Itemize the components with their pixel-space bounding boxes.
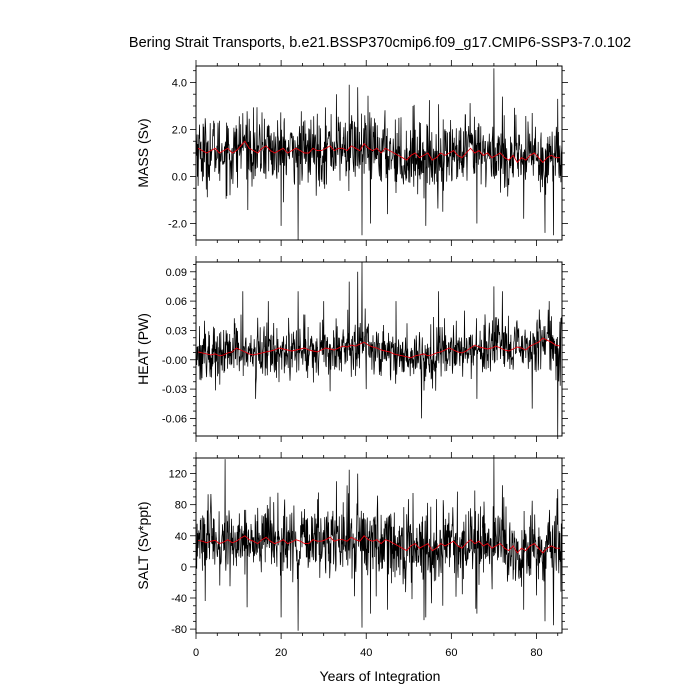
y-tick-label: 0.09 bbox=[166, 267, 187, 279]
chart-title: Bering Strait Transports, b.e21.BSSP370c… bbox=[129, 35, 631, 51]
annual-mean-line bbox=[197, 337, 561, 359]
plot-frame bbox=[195, 261, 563, 437]
x-tick-label: 40 bbox=[360, 647, 372, 659]
panels: -2.0 0.0 2.0 4.0 MASS (Sv) -0.06 -0.03 -0.00 0.0… bbox=[135, 60, 568, 659]
y-tick-label: -2.0 bbox=[168, 219, 187, 231]
y-tick-label: 4.0 bbox=[172, 77, 187, 89]
annual-mean-line bbox=[198, 535, 560, 554]
y-tick-label: -40 bbox=[171, 593, 187, 605]
y-tick-label: 0.06 bbox=[166, 296, 187, 308]
y-tick-label: 0 bbox=[181, 562, 187, 574]
panel-1: -2.0 0.0 2.0 4.0 MASS (Sv) bbox=[135, 60, 568, 246]
y-tick-label: 0.0 bbox=[172, 172, 187, 184]
y-tick-label: 80 bbox=[175, 500, 187, 512]
y-axis-label: MASS (Sv) bbox=[135, 118, 151, 187]
panel-2: -0.06 -0.03 -0.00 0.03 0.06 0.09 HEAT (PW) bbox=[135, 256, 568, 442]
y-axis-label: SALT (Sv*ppt) bbox=[135, 501, 151, 589]
y-tick-label: -0.03 bbox=[162, 384, 187, 396]
x-tick-label: 60 bbox=[445, 647, 457, 659]
y-tick-label: -80 bbox=[171, 624, 187, 636]
x-tick-label: 0 bbox=[193, 647, 199, 659]
x-tick-label: 80 bbox=[530, 647, 542, 659]
y-tick-label: 2.0 bbox=[172, 124, 187, 136]
y-tick-label: -0.06 bbox=[162, 413, 187, 425]
y-tick-label: 40 bbox=[175, 531, 187, 543]
panel-3: -80 -40 0 40 80 120 SALT (Sv*ppt) bbox=[135, 452, 568, 639]
y-tick-label: -0.00 bbox=[162, 355, 187, 367]
monthly-series-line bbox=[196, 262, 562, 436]
annual-mean-line bbox=[197, 140, 560, 164]
monthly-series-line bbox=[196, 68, 562, 240]
x-tick-label: 20 bbox=[275, 647, 287, 659]
plot-frame bbox=[195, 457, 563, 634]
x-axis-label: Years of Integration bbox=[320, 668, 441, 684]
y-tick-label: 120 bbox=[169, 469, 187, 481]
y-tick-label: 0.03 bbox=[166, 325, 187, 337]
monthly-series-line bbox=[196, 458, 562, 631]
y-axis-label: HEAT (PW) bbox=[135, 313, 151, 385]
